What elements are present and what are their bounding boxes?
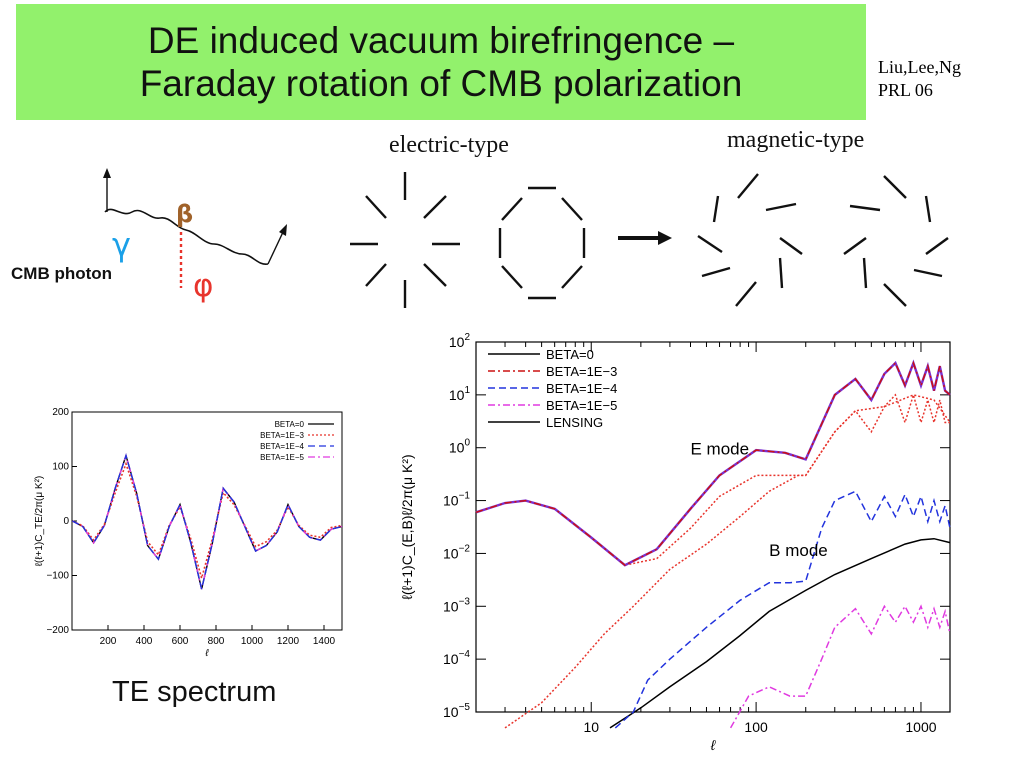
title-banner: DE induced vacuum birefringence – Farada… [16,4,866,120]
eb-series-line [609,537,951,729]
electric-ring-pattern [498,186,586,300]
eb-legend-label: BETA=0 [546,347,594,362]
transform-arrow [618,231,672,245]
eb-y-tick-label: 101 [449,385,471,403]
eb-y-axis-label: ℓ(ℓ+1)C_(E,B)ℓ/2π(μ K²) [399,454,415,599]
eb-annotation: B mode [769,541,828,560]
eb-y-tick-label: 10−1 [443,491,470,509]
te-y-tick-label: −200 [46,625,69,636]
cmb-photon-label: CMB photon [11,264,113,283]
gamma-symbol: γ [112,226,131,264]
eb-y-tick-label: 10−3 [443,596,470,614]
te-x-tick-label: 400 [136,636,153,647]
photon-start-arrowhead [103,168,111,178]
te-series-line [72,453,343,590]
te-x-axis-label: ℓ [204,648,209,659]
te-x-tick-label: 1400 [313,636,336,647]
photon-wavy-path [104,208,269,265]
te-y-tick-label: 200 [52,407,69,418]
eb-x-axis-label: ℓ [710,737,716,753]
magnetic-pattern-right [843,175,949,307]
te-legend-label: BETA=1E−4 [260,442,304,451]
electric-type-label: electric-type [389,132,509,158]
magnetic-pattern-left [697,173,803,307]
citation-journal: PRL 06 [878,80,933,100]
eb-series-line [614,490,951,729]
te-x-tick-label: 600 [172,636,189,647]
citation-authors: Liu,Lee,Ng [878,57,961,77]
eb-x-tick-label: 100 [744,719,768,735]
eb-y-tick-label: 10−2 [443,543,470,561]
te-y-tick-label: −100 [46,571,69,582]
te-legend-label: BETA=1E−5 [260,453,304,462]
eb-y-tick-label: 102 [449,332,471,350]
te-x-tick-label: 1000 [241,636,264,647]
eb-series-line [729,604,951,729]
electric-radial-pattern [350,172,460,308]
te-series-line [72,461,343,582]
eb-legend-label: BETA=1E−3 [546,364,617,379]
te-x-tick-label: 1200 [277,636,300,647]
te-y-tick-label: 100 [52,462,69,473]
te-spectrum-caption: TE spectrum [112,676,277,708]
eb-plot-frame [475,341,951,713]
te-x-tick-label: 800 [208,636,225,647]
te-y-tick-label: 0 [63,516,69,527]
te-y-axis-label: ℓ(ℓ+1)C_TE/2π(μ K²) [34,476,45,567]
eb-spectrum-chart: 10 100 1000 102 101 100 10−1 10−2 10−3 10−4 10−5 ℓ ℓ… [399,332,951,753]
te-legend-label: BETA=1E−3 [260,431,304,440]
eb-legend-label: BETA=1E−5 [546,398,617,413]
eb-y-tick-label: 10−5 [443,702,470,720]
eb-x-tick-label: 10 [583,719,599,735]
title-line-1: DE induced vacuum birefringence – [147,20,735,61]
te-spectrum-chart: 200 400 600 800 1000 1200 14002001000−100−200ℓ… [34,407,343,659]
phi-symbol: φ [193,268,214,304]
photon-end-arrowhead [279,224,287,236]
te-series-line [72,453,343,590]
eb-x-tick-label: 1000 [905,719,936,735]
te-x-tick-label: 200 [100,636,117,647]
eb-series-line [475,360,951,567]
te-series-line [72,453,343,590]
eb-y-tick-label: 10−4 [443,649,470,667]
title-line-2: Faraday rotation of CMB polarization [139,63,743,104]
te-legend-label: BETA=0 [275,420,305,429]
eb-legend-label: BETA=1E−4 [546,381,617,396]
photon-diagram [103,168,287,288]
eb-legend-label: LENSING [546,415,603,430]
eb-annotation: E mode [690,439,749,458]
citation: Liu,Lee,Ng PRL 06 [878,56,961,102]
magnetic-type-label: magnetic-type [727,127,865,153]
eb-series-line [504,394,951,729]
beta-symbol: β [176,200,194,228]
photon-end-arrow-line [267,229,285,265]
eb-y-tick-label: 100 [449,438,471,456]
